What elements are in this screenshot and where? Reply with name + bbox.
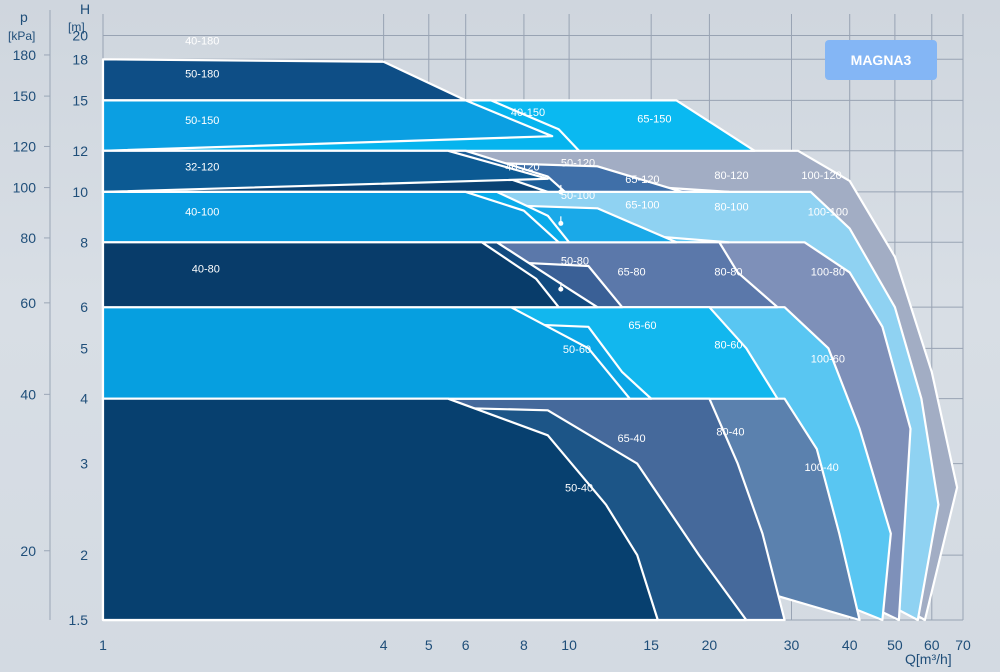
p-tick-label: 100	[13, 180, 37, 196]
h-tick-label: 18	[72, 51, 88, 67]
pump-label-65-100: 65-100	[625, 199, 659, 211]
h-tick-label: 8	[80, 234, 88, 250]
pump-label-100-40: 100-40	[805, 462, 839, 474]
x-tick-label: 20	[702, 637, 718, 653]
pump-label-40-80: 40-80	[192, 263, 220, 275]
x-tick-label: 30	[784, 637, 800, 653]
pump-curve-areas	[101, 58, 959, 622]
pump-label-65-150: 65-150	[637, 114, 671, 126]
p-tick-label: 20	[20, 543, 36, 559]
operating-markers	[558, 184, 564, 292]
x-tick-label: 5	[425, 637, 433, 653]
pump-area-40-80	[101, 241, 560, 309]
pump-label-50-150: 50-150	[185, 115, 219, 127]
x-tick-label: 10	[561, 637, 577, 653]
p-tick-label: 60	[20, 295, 36, 311]
x-tick-label: 60	[924, 637, 940, 653]
pump-label-50-80: 50-80	[561, 255, 589, 267]
h-tick-label: 15	[72, 92, 88, 108]
pump-label-40-150: 40-150	[511, 107, 545, 119]
marker-dot	[558, 189, 564, 195]
pump-labels: 40-180 50-180 50-150 32-120 40-100 40-80 40-15…	[185, 36, 848, 495]
h-tick-label: 1.5	[69, 612, 89, 628]
pump-label-50-180: 50-180	[185, 69, 219, 81]
h-axis-unit: [m]	[68, 20, 85, 34]
pump-area-40-180	[101, 58, 467, 102]
pump-area-40-150	[101, 99, 554, 152]
h-tick-label: 5	[80, 340, 88, 356]
pump-area-40-100	[101, 190, 560, 244]
pump-label-100-80: 100-80	[811, 267, 845, 279]
pump-label-40-100: 40-100	[185, 207, 219, 219]
h-tick-label: 2	[80, 547, 88, 563]
pump-label-50-120: 50-120	[561, 157, 595, 169]
marker-dot	[558, 220, 564, 226]
p-axis-unit: [kPa]	[8, 29, 35, 43]
marker-dot	[558, 286, 564, 292]
pump-label-80-40: 80-40	[716, 426, 744, 438]
pump-label-50-100: 50-100	[561, 190, 595, 202]
x-tick-label: 8	[520, 637, 528, 653]
pump-label-65-80: 65-80	[617, 267, 645, 279]
pump-label-32-120: 32-120	[185, 161, 219, 173]
x-tick-label: 70	[955, 637, 971, 653]
x-tick-label: 6	[462, 637, 470, 653]
p-tick-label: 40	[20, 386, 36, 402]
h-tick-label: 10	[72, 184, 88, 200]
x-axis-label: Q[m³/h]	[905, 651, 952, 667]
h-tick-label: 6	[80, 299, 88, 315]
pump-label-80-60: 80-60	[714, 339, 742, 351]
pump-label-65-120: 65-120	[625, 174, 659, 186]
pump-label-100-100: 100-100	[808, 207, 848, 219]
pump-label-80-120: 80-120	[714, 170, 748, 182]
p-axis-label: p	[20, 9, 28, 25]
pump-label-40-120: 40-120	[505, 161, 539, 173]
pump-area-50-40	[101, 397, 659, 622]
h-tick-label: 12	[72, 143, 88, 159]
p-tick-label: 150	[13, 88, 37, 104]
pump-label-40-180: 40-180	[185, 36, 219, 48]
axes: H [m] p [kPa] Q[m³/h] 1 4 5 6 8 10 15 20 30 40 50 6…	[8, 1, 971, 667]
pump-area-40-120	[101, 149, 549, 193]
p-tick-label: 180	[13, 47, 37, 63]
x-tick-label: 40	[842, 637, 858, 653]
pump-label-50-40: 50-40	[565, 483, 593, 495]
pump-label-100-60: 100-60	[811, 353, 845, 365]
magna3-badge: MAGNA3	[825, 40, 937, 80]
h-tick-label: 4	[80, 391, 88, 407]
pump-label-65-60: 65-60	[628, 320, 656, 332]
badge-text: MAGNA3	[851, 52, 912, 68]
h-tick-label: 20	[72, 28, 88, 44]
pump-label-65-40: 65-40	[617, 433, 645, 445]
h-axis-label: H	[80, 1, 90, 17]
x-tick-label: 50	[887, 637, 903, 653]
pump-label-80-100: 80-100	[714, 202, 748, 214]
pump-label-80-80: 80-80	[714, 267, 742, 279]
pump-label-100-120: 100-120	[801, 170, 841, 182]
p-tick-label: 80	[20, 230, 36, 246]
h-tick-label: 3	[80, 456, 88, 472]
pump-label-50-60: 50-60	[563, 344, 591, 356]
p-tick-label: 120	[13, 138, 37, 154]
x-tick-label: 15	[643, 637, 659, 653]
x-tick-label: 4	[380, 637, 388, 653]
x-tick-label: 1	[99, 637, 107, 653]
